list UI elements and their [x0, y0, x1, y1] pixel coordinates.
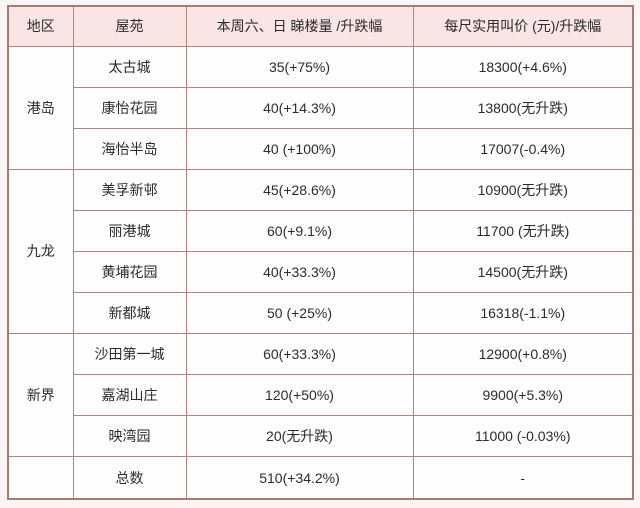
visits-cell: 40(+14.3%) [185, 86, 414, 129]
price-cell: 11000 (-0.03%) [412, 415, 634, 458]
estate-cell: 新都城 [72, 291, 187, 335]
header-price: 每尺实用叫价 (元)/升跌幅 [412, 5, 634, 47]
total-price-cell: - [412, 456, 634, 500]
estate-cell: 海怡半岛 [72, 127, 187, 170]
total-label-cell: 总数 [72, 456, 187, 500]
visits-cell: 45(+28.6%) [185, 168, 414, 211]
visits-cell: 60(+33.3%) [185, 333, 414, 376]
price-cell: 17007(-0.4%) [412, 127, 634, 170]
visits-cell: 40(+33.3%) [185, 250, 414, 293]
header-region: 地区 [7, 5, 74, 47]
estate-data-table-container: 地区 屋苑 本周六、日 睇楼量 /升跌幅 每尺实用叫价 (元)/升跌幅 港岛 太… [7, 5, 634, 500]
price-cell: 11700 (无升跌) [412, 209, 634, 252]
table-row: 映湾园 20(无升跌) 11000 (-0.03%) [8, 415, 634, 458]
region-cell-new-territories: 新界 [7, 333, 74, 458]
visits-cell: 60(+9.1%) [185, 209, 414, 252]
total-row: 总数 510(+34.2%) - [7, 456, 634, 500]
visits-cell: 20(无升跌) [185, 415, 414, 458]
table-row: 九龙 美孚新邨 45(+28.6%) 10900(无升跌) [7, 168, 634, 335]
estate-cell: 黄埔花园 [72, 250, 187, 293]
visits-cell: 35(+75%) [185, 45, 414, 88]
estate-cell: 康怡花园 [72, 86, 187, 129]
price-cell: 13800(无升跌) [412, 86, 634, 129]
estate-cell: 嘉湖山庄 [72, 374, 187, 417]
header-visits: 本周六、日 睇楼量 /升跌幅 [185, 5, 414, 47]
visits-cell: 40 (+100%) [185, 127, 414, 170]
estate-cell: 太古城 [72, 45, 187, 88]
price-cell: 10900(无升跌) [412, 168, 634, 211]
price-cell: 18300(+4.6%) [412, 45, 634, 88]
estate-cell: 美孚新邨 [72, 168, 187, 211]
price-cell: 12900(+0.8%) [412, 333, 634, 376]
table-row: 海怡半岛 40 (+100%) 17007(-0.4%) [8, 127, 634, 170]
region-cell-kowloon: 九龙 [7, 168, 74, 335]
visits-cell: 50 (+25%) [185, 291, 414, 335]
table-row: 黄埔花园 40(+33.3%) 14500(无升跌) [8, 250, 634, 293]
header-estate: 屋苑 [72, 5, 187, 47]
table-row: 新都城 50 (+25%) 16318(-1.1%) [8, 291, 634, 335]
estate-data-table: 地区 屋苑 本周六、日 睇楼量 /升跌幅 每尺实用叫价 (元)/升跌幅 港岛 太… [7, 5, 634, 500]
table-row: 新界 沙田第一城 60(+33.3%) 12900(+0.8%) [7, 333, 634, 458]
table-row: 嘉湖山庄 120(+50%) 9900(+5.3%) [8, 374, 634, 417]
estate-cell: 沙田第一城 [72, 333, 187, 376]
region-cell-empty [7, 456, 74, 500]
region-cell-hk-island: 港岛 [7, 45, 74, 170]
table-row: 康怡花园 40(+14.3%) 13800(无升跌) [8, 86, 634, 129]
price-cell: 16318(-1.1%) [412, 291, 634, 335]
price-cell: 14500(无升跌) [412, 250, 634, 293]
visits-cell: 120(+50%) [185, 374, 414, 417]
estate-cell: 丽港城 [72, 209, 187, 252]
table-row: 丽港城 60(+9.1%) 11700 (无升跌) [8, 209, 634, 252]
table-row: 港岛 太古城 35(+75%) 18300(+4.6%) [7, 45, 634, 170]
estate-cell: 映湾园 [72, 415, 187, 458]
price-cell: 9900(+5.3%) [412, 374, 634, 417]
header-row: 地区 屋苑 本周六、日 睇楼量 /升跌幅 每尺实用叫价 (元)/升跌幅 [7, 5, 634, 47]
total-visits-cell: 510(+34.2%) [185, 456, 414, 500]
